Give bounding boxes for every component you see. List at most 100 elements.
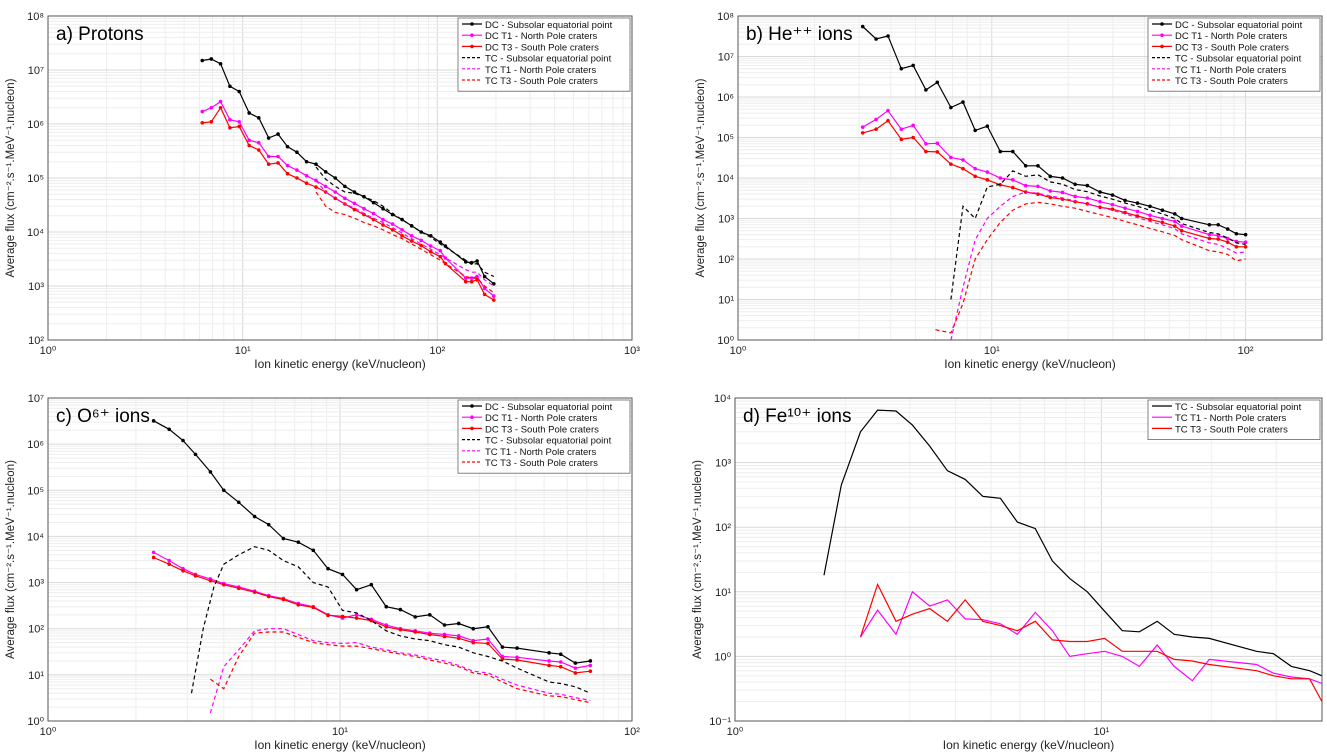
data-point: [200, 121, 205, 125]
data-point: [961, 158, 965, 162]
data-point: [413, 615, 418, 619]
data-point: [167, 562, 171, 567]
legend-label-2: TC T3 - South Pole craters: [1175, 424, 1288, 435]
series-line-5: [935, 201, 1246, 334]
data-point: [1085, 202, 1090, 206]
data-point: [998, 176, 1003, 180]
data-point: [985, 124, 990, 129]
series-line-4: [315, 180, 495, 287]
data-point: [1023, 183, 1028, 188]
y-tick-label: 10¹: [28, 670, 44, 682]
data-point: [419, 243, 423, 248]
data-point: [304, 173, 309, 178]
data-point: [252, 514, 257, 519]
y-tick-label: 10⁰: [717, 335, 734, 347]
data-point: [1148, 204, 1152, 209]
data-point: [463, 279, 468, 284]
data-point: [547, 659, 551, 663]
legend-label-1: DC T1 - North Pole craters: [485, 413, 598, 424]
y-tick-label: 10²: [715, 522, 731, 534]
data-point: [428, 244, 433, 248]
data-point: [247, 111, 251, 115]
data-point: [427, 613, 432, 617]
y-tick-label: 10⁸: [717, 11, 734, 23]
data-point: [296, 540, 301, 544]
y-tick-label: 10⁷: [28, 65, 44, 77]
data-point: [209, 105, 214, 110]
data-point: [899, 127, 904, 132]
data-point: [886, 34, 890, 38]
data-point: [471, 626, 476, 631]
data-point: [311, 605, 316, 610]
data-point: [371, 211, 376, 216]
data-point: [1207, 222, 1212, 227]
series-line-1: [859, 590, 1323, 685]
series-line-0: [153, 420, 591, 664]
data-point: [181, 568, 185, 573]
legend-label-1: DC T1 - North Pole craters: [485, 31, 598, 42]
data-point: [456, 621, 461, 626]
data-point: [899, 66, 904, 71]
x-tick-label: 10¹: [1093, 726, 1109, 738]
data-point: [1048, 174, 1053, 179]
data-point: [228, 84, 232, 89]
data-point: [256, 140, 261, 145]
data-point: [343, 196, 347, 201]
data-point: [1225, 240, 1230, 244]
data-point: [266, 522, 271, 527]
grid: [738, 16, 1322, 340]
series-line-0: [202, 58, 495, 285]
data-point: [333, 190, 338, 194]
legend-box: [457, 399, 631, 474]
legend-label-2: DC T3 - South Pole craters: [485, 42, 599, 53]
legend-label-0: DC - Subsolar equatorial point: [485, 20, 613, 31]
data-point: [200, 109, 205, 114]
y-tick-label: 10²: [28, 624, 44, 636]
y-tick-label: 10⁰: [27, 716, 44, 728]
legend-label-3: TC - Subsolar equatorial point: [1175, 54, 1302, 65]
y-tick-label: 10⁻¹: [709, 716, 731, 728]
x-tick-label: 10³: [624, 345, 640, 357]
data-point: [547, 651, 551, 655]
data-point: [1243, 245, 1248, 249]
data-point: [1048, 195, 1053, 200]
data-point: [573, 661, 578, 665]
data-point: [911, 123, 915, 128]
data-point: [1160, 208, 1165, 213]
data-point: [400, 234, 404, 238]
data-point: [323, 170, 328, 174]
data-point: [469, 276, 474, 280]
y-axis-label: Average flux (cm⁻².s⁻¹.MeV⁻¹.nucleon): [5, 460, 17, 659]
y-tick-label: 10⁴: [714, 393, 731, 405]
data-point: [482, 292, 487, 297]
grid: [48, 16, 632, 340]
panel-label: b) He⁺⁺ ions: [746, 24, 853, 45]
series-group: [151, 419, 593, 714]
legend-label-4: TC T1 - North Pole craters: [485, 65, 596, 76]
data-point: [899, 137, 904, 142]
data-point: [218, 99, 223, 104]
data-point: [209, 57, 214, 61]
legend-label-5: TC T3 - South Pole craters: [1175, 76, 1288, 87]
data-point: [874, 37, 878, 41]
data-point: [588, 663, 593, 668]
legend-marker: [470, 404, 474, 408]
data-point: [326, 566, 330, 571]
data-point: [935, 80, 940, 85]
data-point: [949, 162, 953, 166]
x-axis-label: Ion kinetic energy (keV/nucleon): [944, 357, 1115, 371]
data-point: [491, 294, 496, 298]
data-point: [1123, 206, 1127, 210]
x-axis-label: Ion kinetic energy (keV/nucleon): [254, 738, 425, 752]
data-point: [333, 196, 338, 201]
y-tick-label: 10⁶: [717, 92, 734, 104]
chart-panel-oxygen: 10⁰ 10¹ 10² 10⁰ 10¹ 10² 10³ 10⁴ 10⁵ 10⁶ 10⁷ Ion kin…: [5, 393, 640, 752]
series-line-2: [153, 556, 591, 674]
legend-label-0: DC - Subsolar equatorial point: [1175, 20, 1303, 31]
data-point: [469, 279, 474, 284]
series-line-3: [315, 166, 495, 278]
x-axis-label: Ion kinetic energy (keV/nucleon): [943, 738, 1114, 752]
data-point: [151, 550, 156, 555]
x-tick-label: 10⁰: [40, 726, 57, 738]
